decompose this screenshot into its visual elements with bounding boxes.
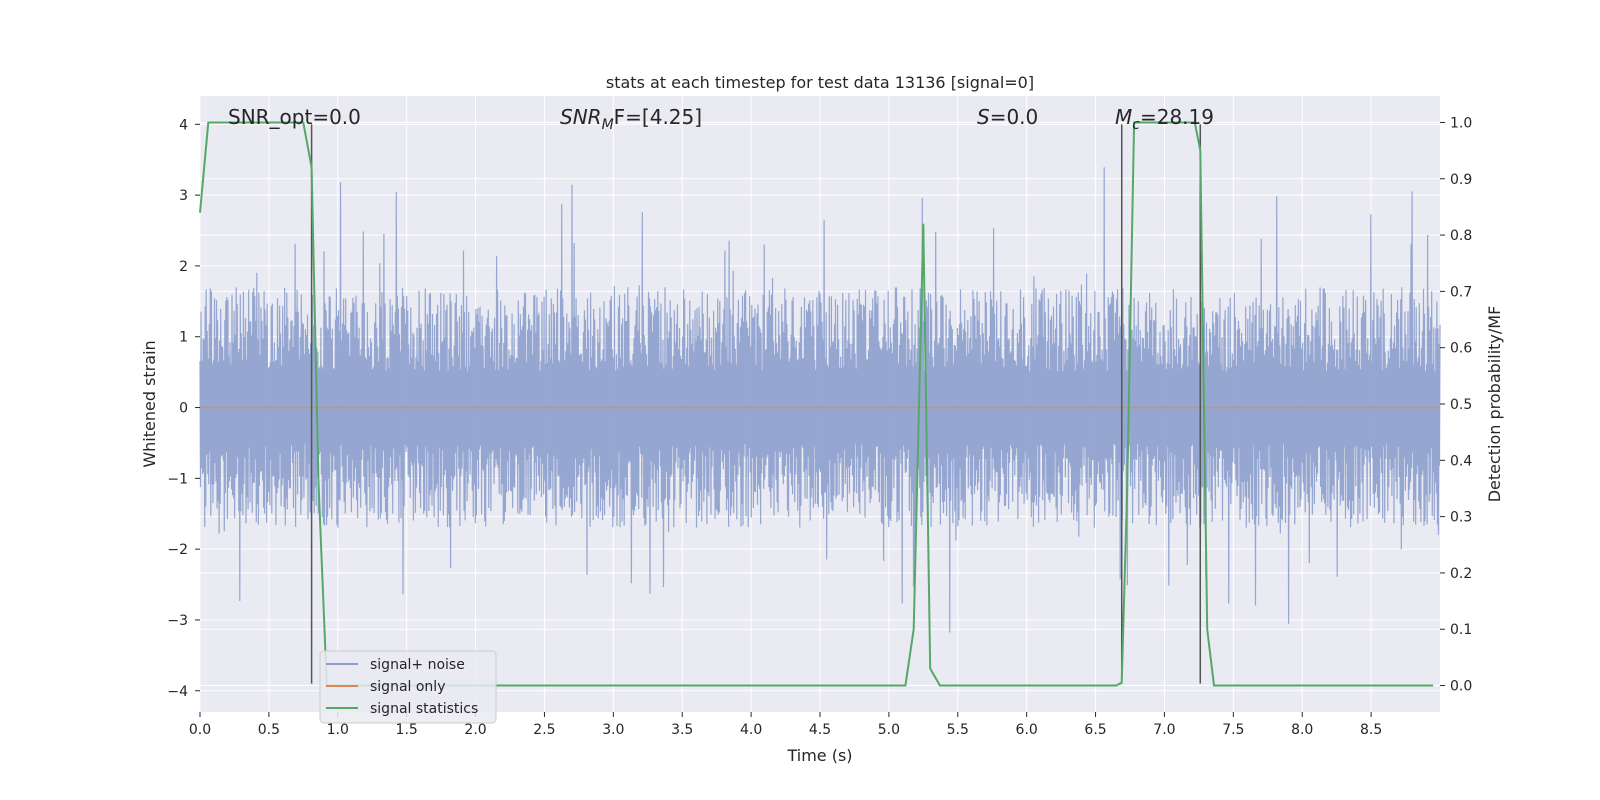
annotation-snr-mf-subscript: M	[602, 117, 614, 133]
x-tick-label: 2.5	[533, 722, 555, 738]
x-tick-label: 3.5	[671, 722, 693, 738]
chart-title: stats at each timestep for test data 131…	[606, 73, 1034, 92]
annotation-mc-symbol: M	[1115, 105, 1132, 129]
x-tick-label: 0.5	[258, 722, 280, 738]
x-tick-label: 4.0	[740, 722, 762, 738]
noise-series	[199, 167, 1441, 633]
y-right-tick-label: 0.8	[1450, 228, 1472, 244]
statistics-line	[199, 121, 1434, 687]
annotation-mc-subscript: c	[1132, 117, 1140, 133]
annotation-snr-opt: SNR_opt=0.0	[228, 105, 361, 129]
y-tick-label: 2	[179, 259, 188, 275]
x-tick-label: 7.5	[1222, 722, 1244, 738]
y-tick-label: −1	[167, 471, 188, 487]
annotation-s: S=0.0	[977, 105, 1038, 129]
y-axis-label: Whitened strain	[140, 340, 159, 467]
y-right-tick-label: 0.4	[1450, 453, 1472, 469]
y-right-tick-label: 1.0	[1450, 115, 1472, 131]
annotation-snr-mf: SNRMF=[4.25]	[560, 105, 702, 133]
annotation-s-symbol: S	[977, 105, 990, 129]
legend-statistics-label: signal statistics	[370, 701, 478, 717]
y-right-tick-label: 0.9	[1450, 172, 1472, 188]
x-tick-label: 0.0	[189, 722, 211, 738]
annotation-s-value: =0.0	[990, 105, 1039, 129]
y-right-tick-label: 0.1	[1450, 622, 1472, 638]
y-right-tick-label: 0.6	[1450, 341, 1472, 357]
legend-noise-label: signal+ noise	[370, 657, 465, 673]
x-tick-label: 2.0	[464, 722, 486, 738]
annotation-mc: Mc=28.19	[1115, 105, 1214, 133]
statistics-series	[199, 121, 1434, 687]
x-tick-label: 7.0	[1153, 722, 1175, 738]
annotation-snr-mf-symbol: SNR	[560, 105, 602, 129]
x-tick-label: 5.0	[878, 722, 900, 738]
y-right-tick-label: 0.2	[1450, 566, 1472, 582]
x-tick-label: 6.0	[1016, 722, 1038, 738]
y-tick-label: 0	[179, 401, 188, 417]
y-tick-label: 1	[179, 330, 188, 346]
x-tick-label: 8.0	[1291, 722, 1313, 738]
y-tick-label: −4	[167, 684, 188, 700]
ticks: 0.0 0.5 1.0 1.5 2.0 2.5 3.0 3.5 4.0 4.5 5.0 5.5 6.0 6…	[167, 115, 1472, 738]
x-tick-label: 4.5	[809, 722, 831, 738]
annotation-mc-value: =28.19	[1140, 105, 1214, 129]
y-tick-label: −3	[167, 613, 188, 629]
x-tick-label: 5.5	[947, 722, 969, 738]
x-tick-label: 8.5	[1360, 722, 1382, 738]
y-tick-label: −2	[167, 542, 188, 558]
x-tick-label: 6.5	[1084, 722, 1106, 738]
x-tick-label: 3.0	[602, 722, 624, 738]
x-tick-label: 1.0	[327, 722, 349, 738]
legend: signal+ noise signal only signal statist…	[319, 650, 497, 724]
y-tick-label: 3	[179, 188, 188, 204]
y-axis-right-label: Detection probability/MF	[1485, 306, 1504, 503]
y-tick-label: 4	[179, 117, 188, 133]
annotation-snr-mf-value: F=[4.25]	[614, 105, 702, 129]
y-right-tick-label: 0.0	[1450, 679, 1472, 695]
legend-box	[319, 650, 497, 724]
y-right-tick-label: 0.3	[1450, 510, 1472, 526]
legend-signal-only-label: signal only	[370, 679, 445, 695]
y-right-tick-label: 0.5	[1450, 397, 1472, 413]
x-axis-label: Time (s)	[786, 746, 852, 765]
y-right-tick-label: 0.7	[1450, 284, 1472, 300]
noise-line	[199, 167, 1441, 633]
x-tick-label: 1.5	[396, 722, 418, 738]
